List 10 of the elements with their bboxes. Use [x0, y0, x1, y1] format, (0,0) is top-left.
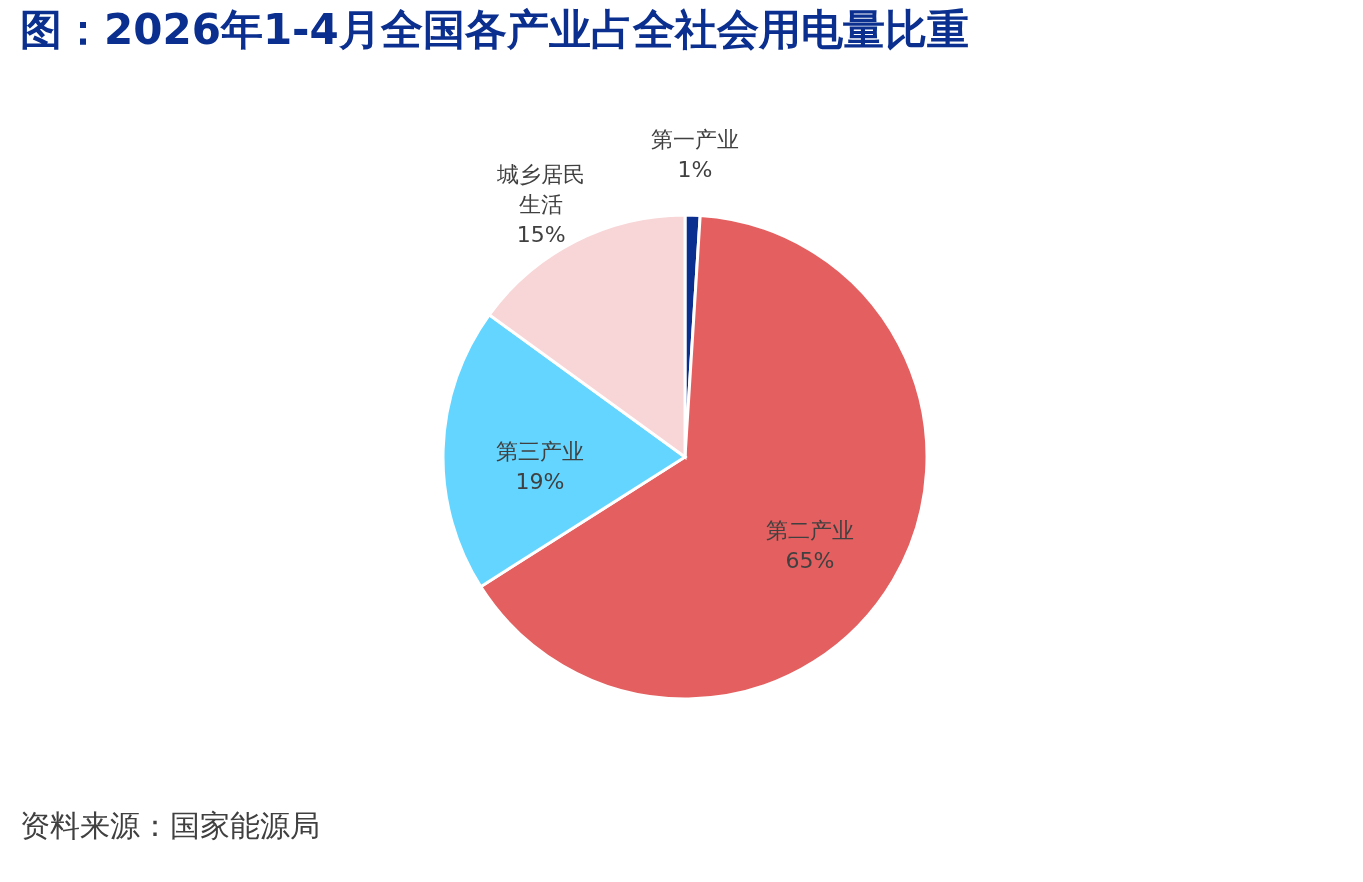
text: 资料来源：国家能源局 — [20, 808, 320, 843]
data-label: 65% — [785, 547, 835, 573]
slice-label: 第三产业 — [495, 439, 584, 465]
data-label: 19% — [515, 469, 565, 495]
slice-label: 第二产业 — [765, 517, 854, 543]
slice-label: 城乡居民生活 — [496, 161, 586, 217]
data-label: 15% — [516, 221, 566, 247]
data-label: 1% — [677, 157, 713, 183]
chart-title: 图：2026年1-4月全国各产业占全社会用电量比重 — [20, 5, 969, 54]
slice-label: 第一产业 — [650, 127, 739, 153]
